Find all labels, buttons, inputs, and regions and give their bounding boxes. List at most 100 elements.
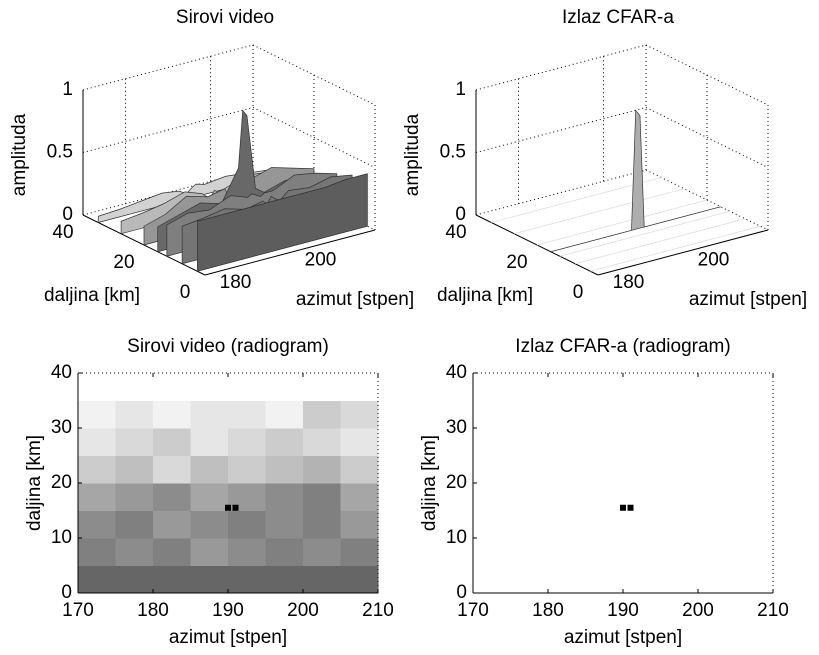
surface-ribbon: [575, 218, 746, 265]
x-axis-label: azimut [stpen]: [169, 627, 287, 648]
heat-cell: [115, 373, 154, 401]
heat-cell: [340, 483, 379, 511]
heat-cell: [78, 428, 116, 456]
heat-cell: [228, 373, 266, 401]
heat-cell: [265, 428, 304, 456]
heat-cell: [78, 483, 116, 511]
x-tick-label: 170: [457, 600, 489, 621]
heat-cell: [153, 455, 191, 484]
x-tick-label: 210: [362, 600, 394, 621]
heat-cell: [153, 538, 191, 566]
heat-cell: [303, 538, 341, 566]
surface-ribbon: [590, 225, 761, 272]
heat-cell: [265, 538, 304, 566]
y-tick-label: 20: [446, 472, 467, 493]
z-axis-label: amplituda: [9, 113, 30, 196]
surface-ribbon: [550, 109, 721, 253]
heat-cell: [228, 510, 266, 539]
y-tick-label: 20: [506, 252, 527, 273]
heat-cell: [115, 455, 154, 484]
heat-cell: [340, 400, 379, 429]
heat-cell: [190, 373, 229, 401]
heat-cell: [340, 455, 379, 484]
y-axis-label: daljina [km]: [419, 435, 440, 531]
heat-cell: [78, 455, 116, 484]
chart-title: Sirovi video (radiogram): [127, 336, 329, 357]
y-tick-label: 20: [51, 472, 72, 493]
heat-cell: [78, 565, 116, 594]
heat-cell: [265, 455, 304, 484]
heat-cell: [78, 400, 116, 429]
y-tick-label: 10: [446, 527, 467, 548]
heat-cell: [190, 510, 229, 539]
y-axis-label: daljina [km]: [437, 285, 533, 306]
y-tick-label: 30: [446, 417, 467, 438]
heat-cell: [303, 483, 341, 511]
surface-ribbon: [559, 210, 730, 257]
y-tick-label: 20: [113, 252, 134, 273]
x-tick-label: 210: [757, 600, 789, 621]
chart-title: Izlaz CFAR-a (radiogram): [515, 336, 730, 357]
x-axis-label: azimut [stpen]: [564, 627, 682, 648]
heat-cell: [153, 428, 191, 456]
target-point: [627, 504, 634, 511]
grid-line: [82, 107, 254, 153]
heat-cell: [190, 483, 229, 511]
x-tick-label: 180: [532, 600, 564, 621]
y-tick-label: 0: [180, 282, 191, 303]
heat-cell: [228, 400, 266, 429]
heat-cell: [153, 483, 191, 511]
heat-cell: [340, 510, 379, 539]
x-tick-label: 190: [607, 600, 639, 621]
surface-ribbon: [536, 199, 708, 246]
z-tick-label: 1: [62, 79, 73, 100]
y-axis-label: daljina [km]: [44, 285, 140, 306]
heat-cell: [303, 400, 341, 429]
x-tick-label: 180: [613, 272, 645, 293]
axis-line: [204, 229, 376, 276]
z-tick-label: 1: [455, 79, 466, 100]
heat-cell: [190, 538, 229, 566]
heat-cell: [153, 400, 191, 429]
heat-cell: [78, 373, 116, 401]
heat-cell: [115, 483, 154, 511]
x-tick-label: 180: [137, 600, 169, 621]
x-tick-label: 190: [212, 600, 244, 621]
z-tick-label: 0.5: [440, 142, 466, 163]
x-tick-label: 180: [220, 272, 252, 293]
z-tick-label: 0: [455, 204, 466, 225]
z-tick-label: 0: [62, 204, 73, 225]
heat-cell: [228, 428, 266, 456]
heat-cell: [265, 510, 304, 539]
heat-cell: [115, 565, 154, 594]
y-tick-label: 10: [51, 527, 72, 548]
grid-line: [475, 44, 647, 91]
heat-cell: [303, 373, 341, 401]
heat-cell: [78, 510, 116, 539]
heat-cell: [78, 538, 116, 566]
grid-line: [252, 107, 376, 168]
surface-ribbon: [514, 188, 685, 235]
heat-cell: [190, 565, 229, 594]
heat-cell: [303, 455, 341, 484]
y-tick-label: 40: [51, 362, 72, 383]
heat-cell: [115, 538, 154, 566]
heat-cell: [228, 538, 266, 566]
heat-cell: [153, 565, 191, 594]
x-tick-label: 200: [698, 249, 730, 270]
heat-cell: [303, 565, 341, 594]
heat-cell: [265, 400, 304, 429]
z-axis-label: amplituda: [402, 113, 423, 196]
heat-cell: [340, 428, 379, 456]
axis-line: [597, 229, 769, 276]
y-tick-label: 40: [52, 222, 73, 243]
x-tick-label: 200: [682, 600, 714, 621]
heat-cell: [265, 565, 304, 594]
heat-cell: [228, 565, 266, 594]
heat-cell: [190, 428, 229, 456]
heat-cell: [265, 373, 304, 401]
heat-cell: [153, 373, 191, 401]
heat-cell: [265, 483, 304, 511]
y-tick-label: 40: [445, 222, 466, 243]
